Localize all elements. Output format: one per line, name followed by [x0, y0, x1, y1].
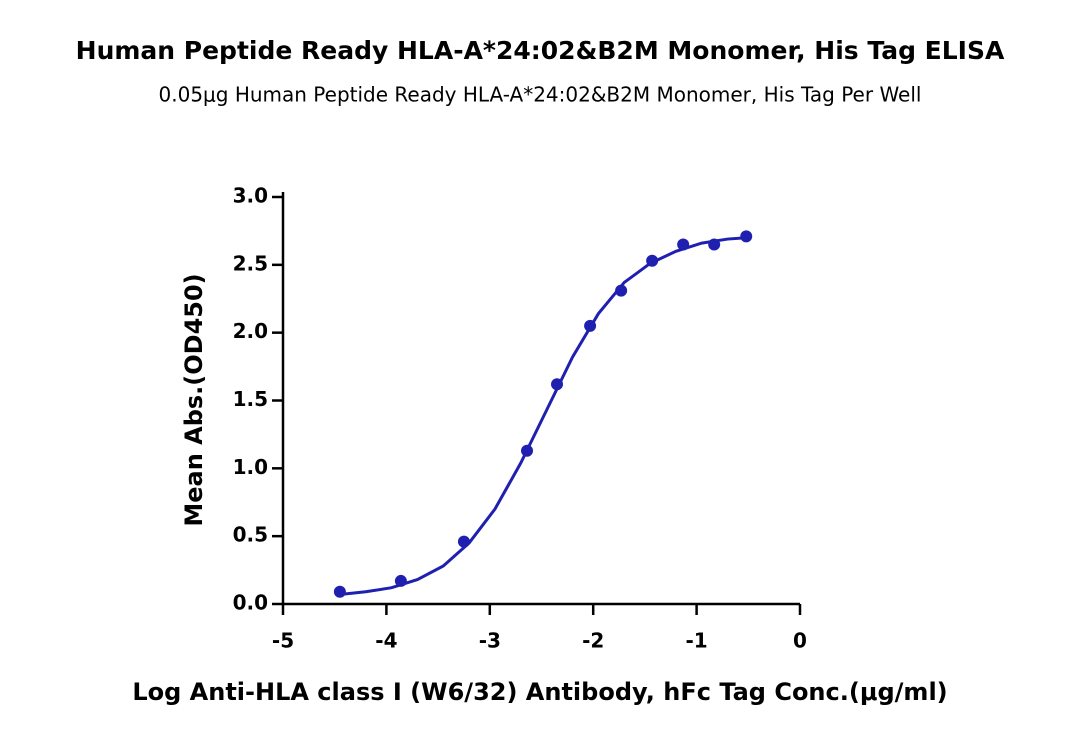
y-tick-label: 2.5: [233, 251, 268, 275]
chart-subtitle: 0.05μg Human Peptide Ready HLA-A*24:02&B…: [159, 83, 922, 107]
y-tick-label: 1.0: [233, 455, 268, 479]
data-point: [740, 230, 753, 243]
data-point: [333, 585, 346, 598]
x-tick-label: -2: [582, 629, 604, 653]
x-tick-label: -3: [479, 629, 501, 653]
y-tick-label: 3.0: [233, 184, 268, 208]
y-tick-label: 1.5: [233, 387, 268, 411]
x-tick-label: -5: [272, 629, 294, 653]
x-axis-label: Log Anti-HLA class I (W6/32) Antibody, h…: [132, 678, 947, 706]
fit-curve: [339, 236, 747, 596]
x-tick-label: -1: [685, 629, 707, 653]
y-tick-label: 0.0: [233, 591, 268, 615]
chart-title: Human Peptide Ready HLA-A*24:02&B2M Mono…: [76, 36, 1005, 65]
y-axis-label: Mean Abs.(OD450): [180, 273, 208, 526]
y-tick-label: 0.5: [233, 523, 268, 547]
y-tick-label: 2.0: [233, 319, 268, 343]
x-tick-label: 0: [793, 629, 807, 653]
x-tick-label: -4: [375, 629, 397, 653]
